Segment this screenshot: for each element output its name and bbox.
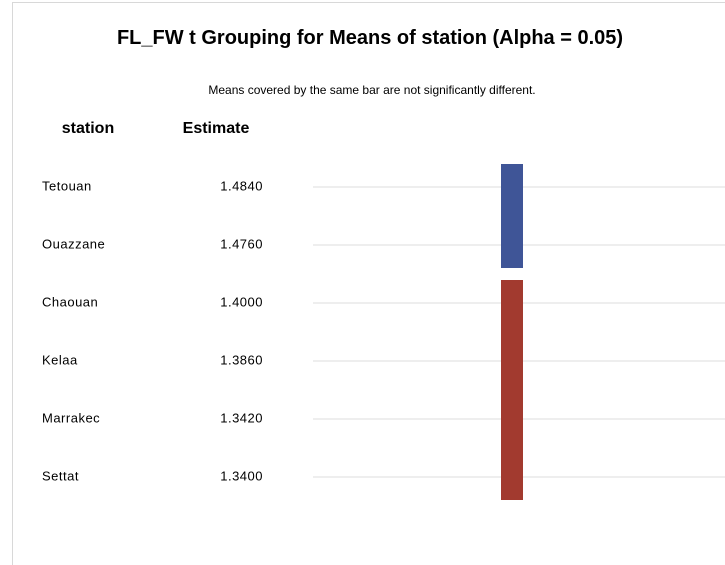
station-label: Settat <box>42 468 79 483</box>
chart-title: FL_FW t Grouping for Means of station (A… <box>116 27 624 49</box>
estimate-label: 1.4840 <box>220 178 263 193</box>
estimate-label: 1.3400 <box>220 468 263 483</box>
estimate-label: 1.4000 <box>220 294 263 309</box>
station-label: Tetouan <box>42 178 92 193</box>
chart-subtitle: Means covered by the same bar are not si… <box>208 83 536 97</box>
estimate-label: 1.3860 <box>220 352 263 367</box>
group-bar <box>501 164 523 268</box>
station-label: Ouazzane <box>42 236 105 251</box>
station-label: Kelaa <box>42 352 78 367</box>
estimate-label: 1.4760 <box>220 236 263 251</box>
group-bar <box>501 280 523 500</box>
frame <box>12 2 725 565</box>
estimate-label: 1.3420 <box>220 410 263 425</box>
station-label: Chaouan <box>42 294 98 309</box>
station-label: Marrakec <box>42 410 100 425</box>
column-header: station <box>62 120 114 137</box>
column-header: Estimate <box>183 120 250 137</box>
